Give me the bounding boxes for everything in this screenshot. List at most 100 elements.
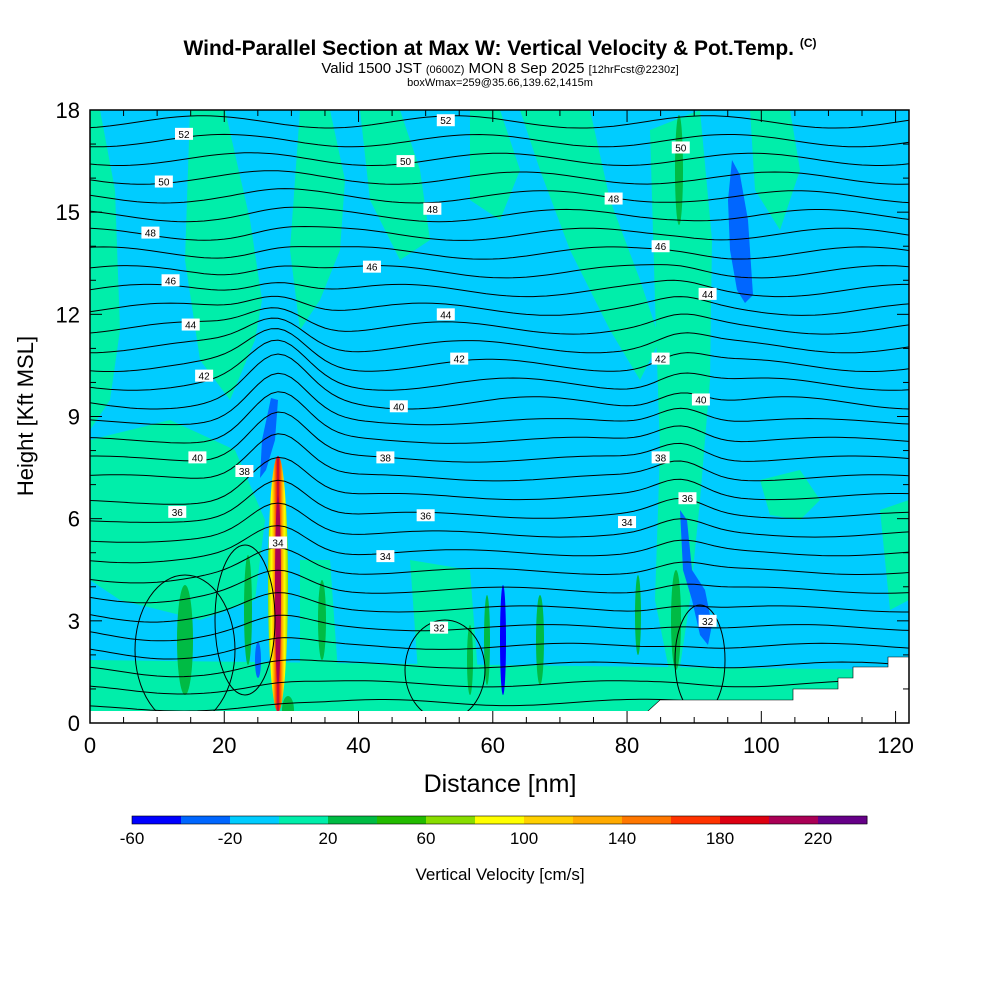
theta-contour (90, 372, 909, 426)
theta-contour (90, 525, 909, 564)
valid-date: MON 8 Sep 2025 (468, 60, 585, 77)
colorbar-segment (279, 816, 329, 824)
contour-label: 46 (165, 276, 177, 287)
x-axis-label: Distance [nm] (424, 770, 577, 798)
chart-subtitle-2: boxWmax=259@35.66,139.62,1415m (407, 77, 593, 89)
weak-updraft-region (760, 470, 820, 520)
y-tick-label: 3 (68, 609, 80, 634)
theta-contour (90, 188, 909, 204)
weak-updraft-region (650, 110, 712, 700)
colorbar-segment (671, 816, 721, 824)
updraft-cell (244, 555, 252, 665)
contour-label: 44 (440, 310, 452, 321)
weak-updraft-region (90, 420, 265, 620)
theta-contour (90, 502, 909, 543)
y-tick-label: 15 (56, 200, 80, 225)
contour-label: 48 (608, 195, 620, 206)
theta-contour-labels: 52 52 50 50 50 48 48 48 46 46 46 44 44 44 42 42 42 40 40 40… (141, 114, 717, 635)
forecast-info: [12hrFcst@2230z] (588, 64, 679, 76)
theta-contour (134, 574, 236, 723)
updraft-cell (467, 625, 473, 695)
colorbar-segment (132, 816, 182, 824)
valid-time: Valid 1500 JST (321, 60, 422, 77)
updraft-cell (675, 115, 683, 225)
colorbar-segment (769, 816, 819, 824)
contour-label: 52 (440, 116, 452, 127)
weak-updraft-region (520, 110, 660, 380)
colorbar: -60 -20 20 60 100 140 180 220 (120, 815, 868, 848)
weak-updraft-region (360, 110, 430, 260)
theta-contour (90, 328, 909, 372)
updraft-cell (177, 585, 193, 695)
theta-contour (90, 637, 909, 660)
theta-contour (90, 115, 909, 129)
contour-label-bg (376, 451, 395, 464)
theta-contour (90, 659, 909, 678)
contour-label-bg (671, 141, 690, 154)
contour-label: 50 (158, 178, 170, 189)
contour-label-bg (376, 550, 395, 563)
contour-label: 40 (192, 453, 204, 464)
weak-updraft-region (290, 110, 345, 330)
colorbar-tick-label: 100 (510, 829, 538, 848)
contour-label-bg (698, 614, 717, 627)
contour-label-bg (389, 400, 408, 413)
contour-label-bg (154, 175, 173, 188)
contour-label: 32 (434, 624, 446, 635)
contour-label-bg (678, 492, 697, 505)
colorbar-tick-label: 140 (608, 829, 636, 848)
updraft-cell (635, 575, 641, 655)
theta-contour (90, 295, 909, 316)
contour-label-bg (651, 451, 670, 464)
contour-label-bg (651, 240, 670, 253)
contour-label-bg (181, 318, 200, 331)
x-tick-label: 100 (743, 733, 780, 758)
chart-title: Wind-Parallel Section at Max W: Vertical… (183, 36, 817, 60)
contour-label: 44 (702, 290, 714, 301)
theta-contour (90, 307, 909, 335)
weak-updraft-region (880, 500, 909, 610)
contour-label-bg (268, 536, 287, 549)
colorbar-label: Vertical Velocity [cm/s] (415, 865, 584, 884)
updraft-cell (671, 570, 681, 670)
theta-contour (90, 206, 909, 223)
contour-label: 40 (695, 395, 707, 406)
theta-contour (90, 411, 909, 463)
y-tick-label: 6 (68, 507, 80, 532)
contour-label-bg (396, 155, 415, 168)
contour-label: 48 (145, 229, 157, 240)
strong-downdraft-cells (500, 585, 506, 695)
theta-contour (90, 264, 909, 279)
contour-label: 34 (272, 539, 284, 550)
updraft-cell (318, 580, 326, 660)
contour-label-bg (604, 192, 623, 205)
contour-label-bg (691, 393, 710, 406)
theta-contour (90, 391, 909, 444)
contour-label: 46 (655, 242, 667, 253)
colorbar-tick-label: 60 (417, 829, 436, 848)
theta-contour (90, 339, 909, 391)
contour-label: 50 (675, 143, 687, 154)
theta-contour (90, 456, 909, 505)
colorbar-tick-label: 180 (706, 829, 734, 848)
theta-contour (90, 614, 909, 642)
weak-updraft-region (90, 110, 120, 430)
contour-label: 38 (380, 453, 392, 464)
downdraft-region (728, 160, 753, 303)
contour-label: 36 (682, 494, 694, 505)
colorbar-segment (230, 816, 280, 824)
contour-label: 42 (655, 355, 667, 366)
theta-contour (90, 133, 909, 148)
updraft-cell (536, 595, 544, 685)
contour-label: 34 (380, 552, 392, 563)
colorbar-tick-label: -60 (120, 829, 145, 848)
contour-label-bg (362, 260, 381, 273)
downdraft-region (680, 510, 712, 645)
contour-label-bg (436, 308, 455, 321)
contour-label: 38 (655, 453, 667, 464)
y-tick-label: 18 (56, 98, 80, 123)
colorbar-segment (818, 816, 868, 824)
contour-label: 40 (393, 402, 405, 413)
